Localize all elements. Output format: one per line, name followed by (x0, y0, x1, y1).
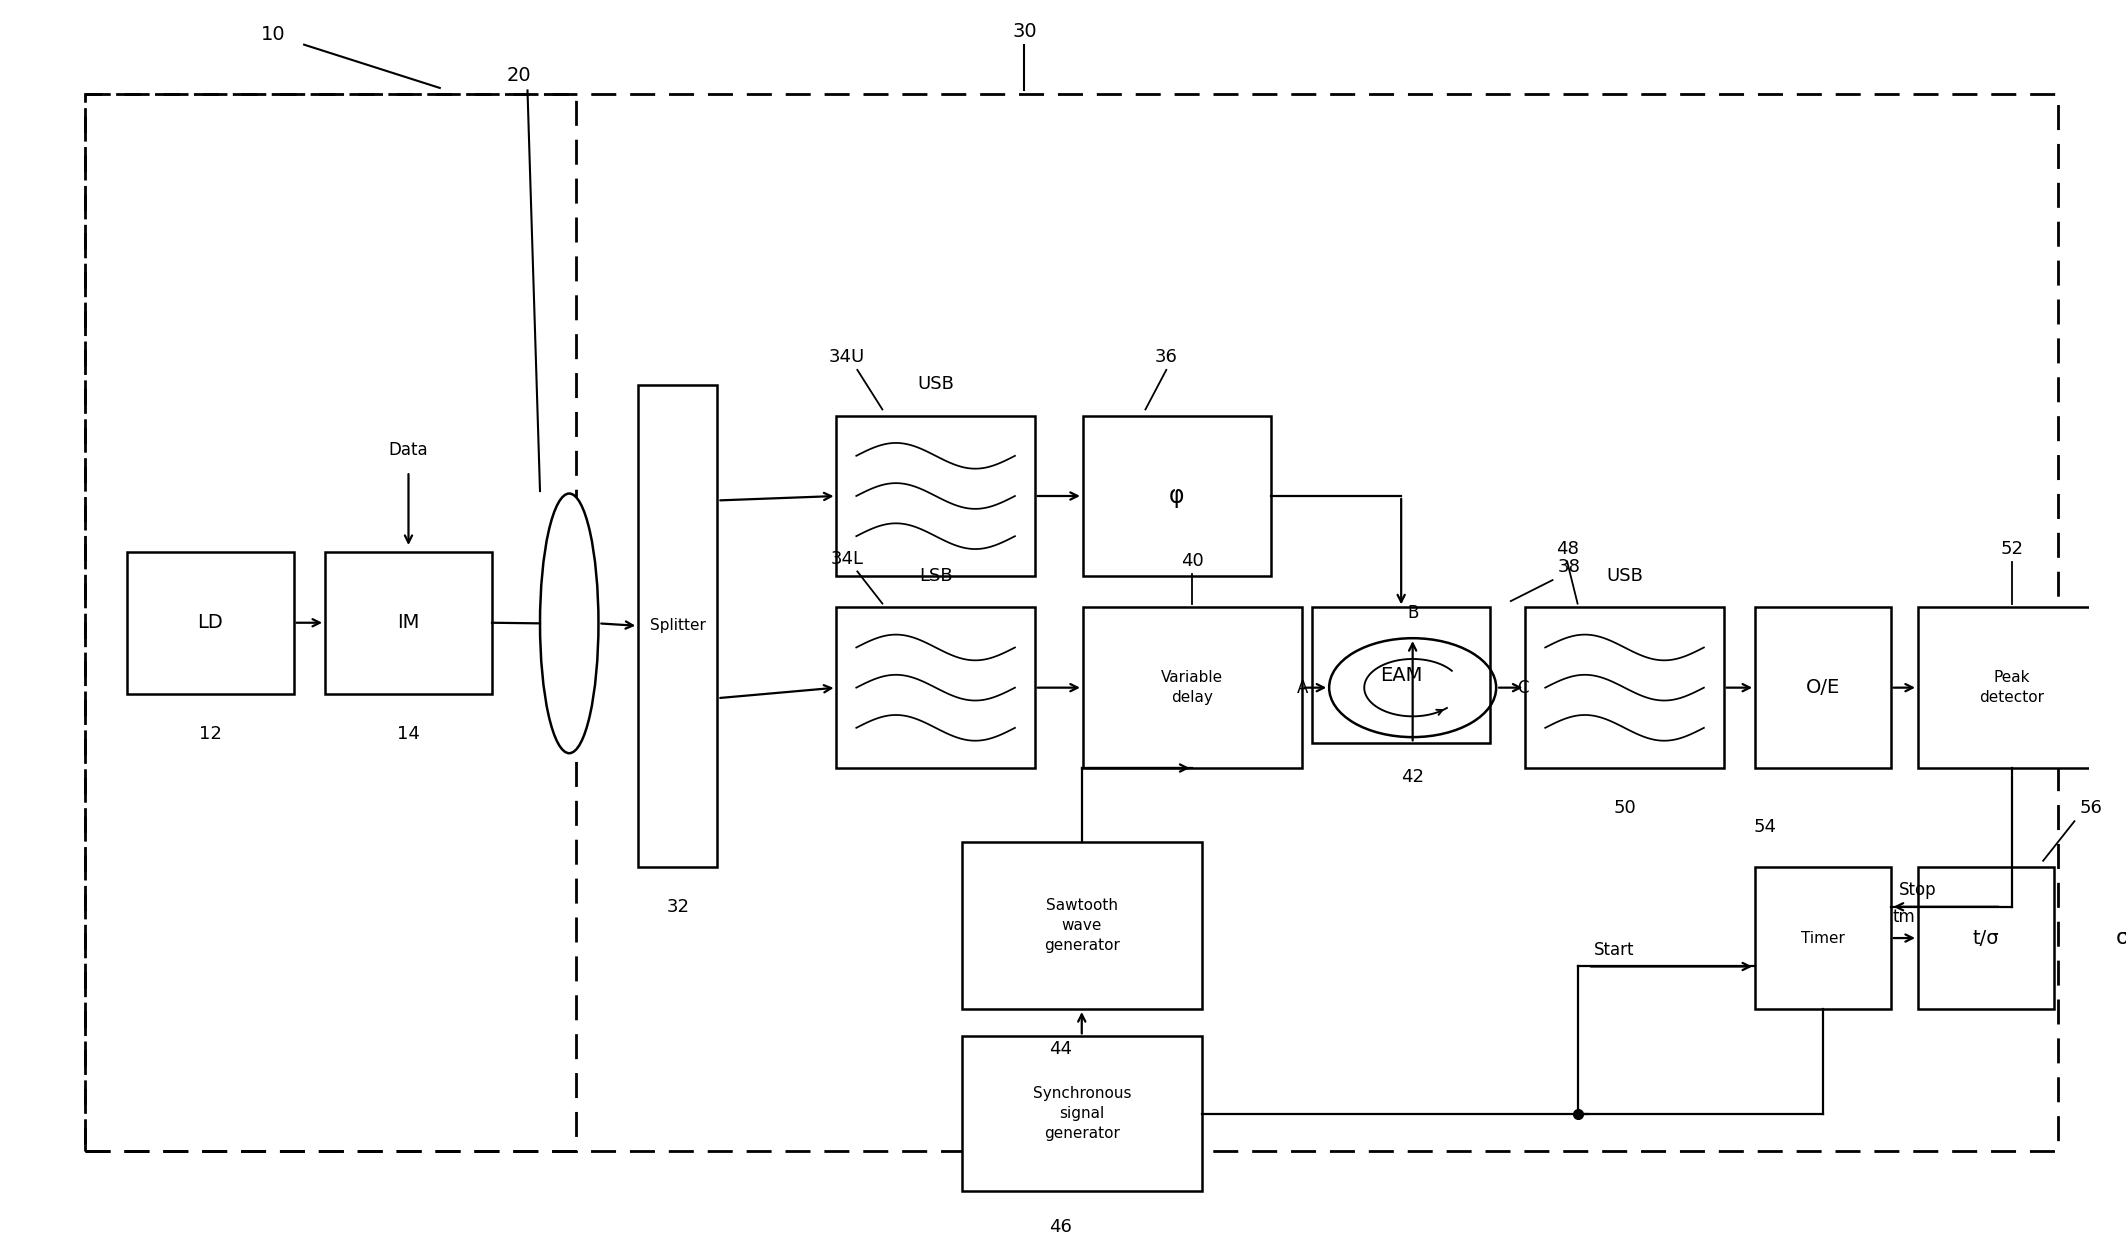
Bar (1918, 867, 2054, 1010)
Text: 38: 38 (1558, 559, 1580, 576)
Text: EAM: EAM (1380, 666, 1422, 684)
Text: Start: Start (1594, 941, 1635, 959)
Text: Synchronous
signal
generator: Synchronous signal generator (1033, 1087, 1131, 1141)
Text: 52: 52 (2001, 540, 2024, 558)
Text: φ: φ (1169, 484, 1184, 508)
Bar (128, 551, 293, 694)
Bar (1082, 416, 1271, 576)
Text: 36: 36 (1154, 348, 1178, 366)
Text: IM: IM (398, 614, 419, 632)
Text: 20: 20 (506, 66, 532, 86)
Bar (1756, 607, 1890, 768)
Text: 50: 50 (1614, 799, 1635, 817)
Text: 44: 44 (1050, 1040, 1072, 1058)
Text: Stop: Stop (1899, 882, 1937, 899)
Bar (85, 94, 2058, 1151)
Text: 42: 42 (1401, 768, 1424, 786)
Bar (961, 1036, 1201, 1191)
Bar (961, 842, 1201, 1010)
Text: 46: 46 (1050, 1218, 1072, 1236)
Text: 32: 32 (665, 898, 689, 915)
Bar (1756, 867, 1890, 1010)
Text: 34L: 34L (831, 550, 863, 568)
Text: O/E: O/E (1805, 678, 1839, 697)
Text: 48: 48 (1556, 540, 1580, 558)
Text: 56: 56 (2079, 800, 2103, 817)
Text: A: A (1297, 678, 1307, 697)
Bar (836, 416, 1035, 576)
Ellipse shape (540, 493, 597, 753)
Bar (1524, 607, 1724, 768)
Text: 14: 14 (398, 725, 421, 743)
Text: 30: 30 (1012, 21, 1037, 41)
Bar (1918, 607, 2105, 768)
Text: Timer: Timer (1801, 930, 1845, 945)
Text: C: C (1518, 678, 1529, 697)
Text: t/σ: t/σ (1973, 929, 1998, 948)
Bar (1082, 607, 1301, 768)
Text: Peak
detector: Peak detector (1979, 671, 2045, 705)
Text: B: B (1407, 604, 1418, 622)
Bar (1312, 607, 1490, 743)
Bar (836, 607, 1035, 768)
Text: 10: 10 (261, 25, 285, 45)
Text: 12: 12 (198, 725, 221, 743)
Text: USB: USB (916, 375, 955, 394)
Text: LSB: LSB (918, 568, 952, 585)
Text: 34U: 34U (829, 348, 865, 366)
Text: USB: USB (1605, 568, 1643, 585)
Text: Splitter: Splitter (651, 619, 706, 633)
Bar (638, 385, 716, 867)
Bar (85, 94, 576, 1151)
Text: Sawtooth
wave
generator: Sawtooth wave generator (1044, 898, 1120, 953)
Text: 54: 54 (1754, 818, 1777, 836)
Text: tm: tm (1892, 908, 1916, 925)
Text: 40: 40 (1182, 553, 1203, 570)
Text: LD: LD (198, 614, 223, 632)
Text: Data: Data (389, 441, 427, 458)
Bar (325, 551, 491, 694)
Text: Variable
delay: Variable delay (1161, 671, 1222, 705)
Text: σ: σ (2115, 928, 2126, 948)
